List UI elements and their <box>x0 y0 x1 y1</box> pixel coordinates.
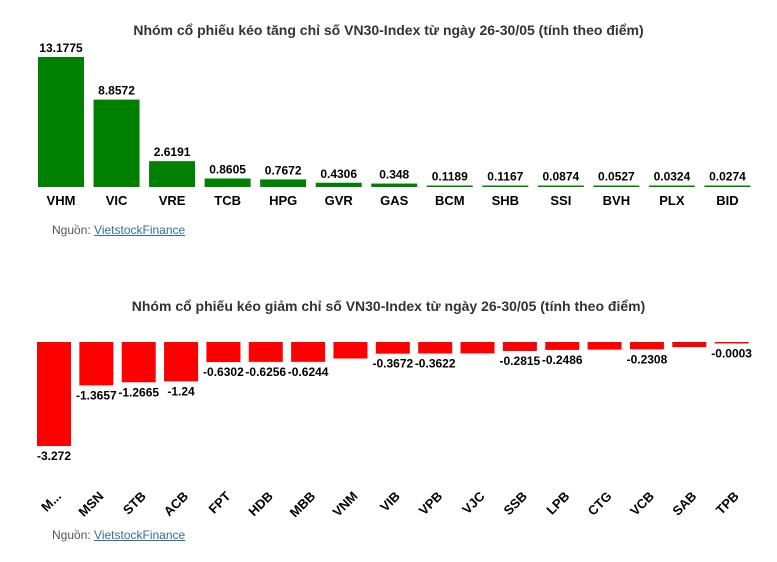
category-label: ACB <box>161 489 192 520</box>
category-label: GAS <box>380 193 409 208</box>
value-label: 8.8572 <box>98 84 135 98</box>
source-note: Nguồn: VietstockFinance <box>52 223 185 237</box>
value-label: -1.3657 <box>76 388 117 402</box>
category-label: M... <box>38 489 64 515</box>
bar-vre <box>149 161 196 187</box>
bar-shb <box>482 185 529 187</box>
bar-bvh <box>593 185 640 187</box>
value-label: -0.3622 <box>415 357 456 371</box>
bar-fpt <box>206 342 241 363</box>
category-label: STB <box>120 489 149 518</box>
bar-vpb <box>418 342 453 354</box>
value-label: -0.2308 <box>627 352 668 366</box>
category-label: VHM <box>47 193 76 208</box>
value-label: 0.0527 <box>598 170 635 184</box>
category-label: BCM <box>435 193 465 208</box>
category-label: SHB <box>492 193 519 208</box>
category-label: VNM <box>330 489 361 520</box>
gainers-bar-plot: 13.1775 VHM 8.8572 VIC 2.6191 VRE 0.8605 TCB 0.7… <box>38 41 751 208</box>
value-label: -0.3672 <box>372 357 413 371</box>
bar-sab <box>672 342 707 348</box>
bar-msn <box>79 342 114 386</box>
value-label: 0.1189 <box>432 170 468 184</box>
bar-tcb <box>204 178 251 187</box>
category-label: VJC <box>459 488 488 517</box>
bar-bid <box>704 185 751 187</box>
value-label: 0.1167 <box>487 170 523 184</box>
source-link[interactable]: VietstockFinance <box>94 528 186 542</box>
bar-vnm <box>333 342 368 359</box>
value-label: -0.6244 <box>288 365 329 379</box>
category-label: CTG <box>585 489 615 519</box>
category-label: VPB <box>416 489 446 519</box>
bar-vjc <box>460 342 495 354</box>
category-label: SSI <box>550 193 571 208</box>
bar-hpg <box>260 179 307 187</box>
category-label: HPG <box>269 193 297 208</box>
source-label: Nguồn: <box>52 528 91 542</box>
category-label: FPT <box>206 488 234 516</box>
value-label: -1.2665 <box>118 385 159 399</box>
losers-chart: Nhóm cổ phiếu kéo giảm chỉ số VN30-Index… <box>0 285 777 562</box>
value-label: 0.7672 <box>265 163 302 177</box>
category-label: BVH <box>603 193 630 208</box>
value-label: 0.8605 <box>209 163 246 177</box>
value-label: 0.0324 <box>654 170 691 184</box>
value-label: -0.0003 <box>711 347 752 361</box>
category-label: SSB <box>500 489 530 519</box>
value-label: -0.2815 <box>500 354 541 368</box>
category-label: BID <box>716 193 738 208</box>
source-label: Nguồn: <box>52 223 91 237</box>
value-label: 0.348 <box>379 168 409 182</box>
bar-stb <box>121 342 156 383</box>
bar-gvr <box>315 182 362 187</box>
gainers-chart: Nhóm cổ phiếu kéo tăng chỉ số VN30-Index… <box>0 0 777 250</box>
chart-title: Nhóm cổ phiếu kéo tăng chỉ số VN30-Index… <box>133 22 644 38</box>
bar-vic <box>93 99 140 187</box>
category-label: SAB <box>669 489 699 519</box>
value-label: -0.2486 <box>542 353 583 367</box>
category-label: HDB <box>245 489 276 520</box>
value-label: 2.6191 <box>154 145 191 159</box>
bar-ssb <box>502 342 537 351</box>
value-label: 0.4306 <box>320 167 357 181</box>
category-label: LPB <box>543 489 572 518</box>
value-label: -0.6256 <box>245 365 286 379</box>
category-label: VIC <box>106 193 128 208</box>
bar-acb <box>164 342 199 382</box>
bar-bcm <box>426 185 473 187</box>
category-label: VCB <box>627 489 657 519</box>
value-label: -3.272 <box>37 449 71 463</box>
losers-bar-plot: -3.272 M... -1.3657 MSN -1.2665 STB -1.24 ACB -0… <box>37 342 752 521</box>
bar-tpb <box>714 342 749 344</box>
bar-ssi <box>537 185 584 187</box>
bar-gas <box>371 183 418 187</box>
source-link[interactable]: VietstockFinance <box>94 223 186 237</box>
category-label: VIB <box>377 489 403 515</box>
chart-title: Nhóm cổ phiếu kéo giảm chỉ số VN30-Index… <box>131 298 646 314</box>
bar-vib <box>375 342 410 354</box>
category-label: TCB <box>214 193 241 208</box>
value-label: 13.1775 <box>39 41 83 55</box>
bar-plx <box>648 185 695 187</box>
bar-vcb <box>629 342 664 350</box>
category-label: TPB <box>713 489 742 518</box>
bar-vhm <box>38 57 84 187</box>
category-label: GVR <box>325 193 354 208</box>
bar-ctg <box>587 342 622 350</box>
category-label: VRE <box>159 193 186 208</box>
category-label: MSN <box>75 489 106 520</box>
bar-mbb <box>291 342 326 362</box>
bar-hdb <box>248 342 283 362</box>
value-label: 0.0274 <box>709 170 746 184</box>
category-label: MBB <box>287 489 319 521</box>
source-note: Nguồn: VietstockFinance <box>52 528 185 542</box>
category-label: PLX <box>659 193 685 208</box>
bar-m <box>37 342 71 446</box>
value-label: -1.24 <box>167 384 195 398</box>
value-label: -0.6302 <box>203 365 244 379</box>
bar-lpb <box>545 342 580 350</box>
value-label: 0.0874 <box>542 170 579 184</box>
